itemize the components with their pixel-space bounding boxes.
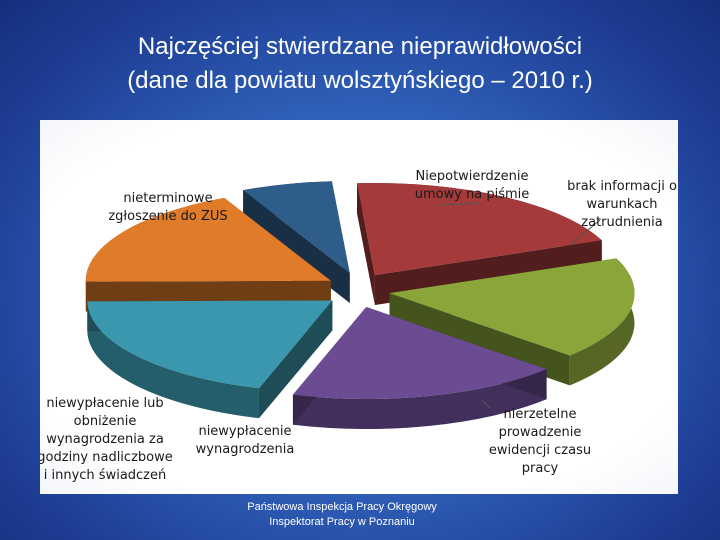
slice-label: niewypłacenie lub obniżenie wynagrodzenia … (40, 396, 173, 483)
slice-label-line: godziny nadliczbowe (40, 450, 173, 465)
slice-label-line: nieterminowe (123, 191, 212, 206)
pie-slice-top (292, 307, 547, 400)
pie-slice-top (389, 258, 635, 356)
pie-slice (389, 258, 635, 386)
slice-label-line: niewypłacenie (198, 424, 291, 439)
slice-label-line: i innych świadczeń (44, 468, 167, 483)
slice-label-line: obniżenie (74, 414, 137, 429)
slice-label-line: zatrudnienia (581, 215, 662, 230)
pie-chart: Niepotwierdzenie umowy na piśmie brak info… (40, 169, 677, 483)
slice-label: nierzetelne prowadzenie ewidencji czasu pra… (489, 407, 591, 476)
slide-title: Najczęściej stwierdzane nieprawidłowości… (0, 30, 720, 98)
slice-label-line: umowy na piśmie (415, 187, 530, 202)
pie-slice-top (85, 197, 331, 282)
label-leader-line (439, 202, 481, 206)
slice-label: nieterminowe zgłoszenie do ZUS (108, 191, 227, 224)
slice-label-line: Niepotwierdzenie (416, 169, 529, 184)
pie-slice-top (356, 183, 602, 276)
pie-slice-edge (356, 183, 375, 306)
label-leader-line (569, 219, 601, 246)
pie-slice-top (243, 181, 350, 273)
slice-label-line: wynagrodzenia za (46, 432, 164, 447)
label-leader-line (481, 399, 491, 409)
slice-label-line: niewypłacenie lub (46, 396, 163, 411)
pie-slice-top (87, 300, 333, 389)
slice-label-line: ewidencji czasu (489, 443, 591, 458)
slice-label: Niepotwierdzenie umowy na piśmie (415, 169, 530, 202)
slice-label: brak informacji o warunkach zatrudnienia (567, 179, 677, 230)
chart-panel: Niepotwierdzenie umowy na piśmie brak info… (40, 120, 678, 494)
slice-label-line: nierzetelne (504, 407, 577, 422)
slice-label-line: prowadzenie (499, 425, 582, 440)
pie-slice (292, 307, 547, 430)
slice-label-line: zgłoszenie do ZUS (108, 209, 227, 224)
footer-line-1: Państwowa Inspekcja Pracy Okręgowy (247, 501, 437, 513)
footer: Państwowa Inspekcja Pracy Okręgowy Inspe… (200, 500, 484, 530)
pie-slice (87, 300, 333, 419)
title-line-1: Najczęściej stwierdzane nieprawidłowości (137, 33, 583, 60)
slice-label-line: warunkach (586, 197, 657, 212)
pie-slice-wall (292, 369, 547, 430)
pie-slice-wall (87, 301, 259, 419)
slice-label: niewypłacenie wynagrodzenia (196, 424, 295, 457)
slice-label-line: brak informacji o (567, 179, 677, 194)
footer-line-2: Inspektorat Pracy w Poznaniu (269, 516, 415, 528)
slice-label-line: wynagrodzenia (196, 442, 295, 457)
title-line-2: (dane dla powiatu wolsztyńskiego – 2010 … (127, 67, 593, 94)
slice-label-line: pracy (522, 461, 559, 476)
